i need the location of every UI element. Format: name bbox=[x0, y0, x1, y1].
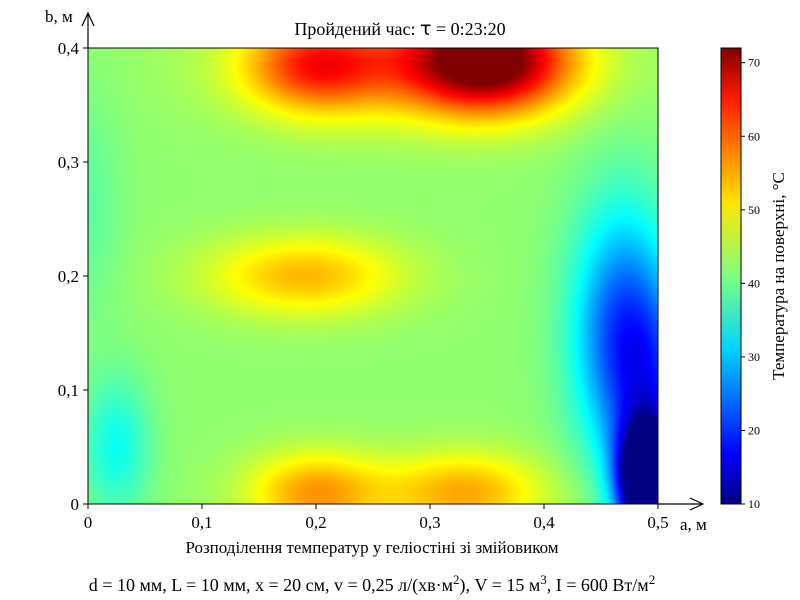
colorbar-ticks: 10 20 30 40 50 60 70 bbox=[741, 56, 760, 511]
y-tick-label: 0,3 bbox=[58, 153, 79, 172]
y-tick-label: 0,1 bbox=[58, 381, 79, 400]
x-tick-label: 0,2 bbox=[305, 513, 326, 532]
y-tick-label: 0 bbox=[71, 495, 80, 514]
colorbar-tick-label: 20 bbox=[748, 423, 760, 437]
colorbar-tick-label: 60 bbox=[748, 129, 760, 143]
x-axis-name: a, м bbox=[680, 515, 707, 534]
colorbar-tick-label: 50 bbox=[748, 203, 760, 217]
parameters-line: d = 10 мм, L = 10 мм, x = 20 см, v = 0,2… bbox=[89, 572, 655, 596]
x-tick-label: 0,3 bbox=[419, 513, 440, 532]
heatmap-surface bbox=[88, 48, 658, 504]
chart-title: Пройдений час: τ = 0:23:20 bbox=[294, 18, 505, 40]
tau-symbol: τ bbox=[420, 18, 431, 40]
y-axis-name: b, м bbox=[45, 7, 73, 26]
colorbar-tick-label: 10 bbox=[748, 497, 760, 511]
x-axis-label: Розподілення температур у геліостіні зі … bbox=[185, 538, 558, 557]
y-tick-label: 0,4 bbox=[58, 39, 80, 58]
colorbar bbox=[720, 47, 742, 505]
colorbar-tick-label: 30 bbox=[748, 350, 760, 364]
colorbar-tick-label: 40 bbox=[748, 276, 760, 290]
x-arrow-head bbox=[689, 497, 705, 511]
y-tick-label: 0,2 bbox=[58, 267, 79, 286]
x-ticks: 0 0,1 0,2 0,3 0,4 0,5 bbox=[84, 504, 669, 532]
x-tick-label: 0,4 bbox=[533, 513, 555, 532]
y-ticks: 0 0,1 0,2 0,3 0,4 bbox=[58, 39, 88, 514]
x-tick-label: 0,1 bbox=[191, 513, 212, 532]
colorbar-label: Температура на поверхні, °C bbox=[769, 172, 788, 380]
x-tick-label: 0 bbox=[84, 513, 93, 532]
colorbar-tick-label: 70 bbox=[748, 56, 760, 70]
y-arrow-head bbox=[81, 11, 95, 27]
x-tick-label: 0,5 bbox=[647, 513, 668, 532]
